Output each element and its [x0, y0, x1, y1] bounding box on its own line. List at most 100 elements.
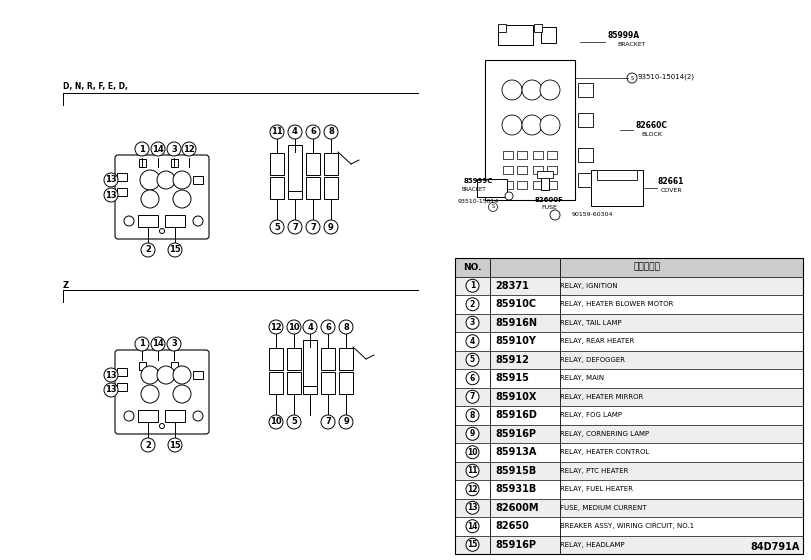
- Text: 7: 7: [292, 222, 298, 231]
- Bar: [288, 145, 302, 191]
- Circle shape: [173, 171, 191, 189]
- Text: 82661: 82661: [658, 177, 684, 186]
- Circle shape: [466, 279, 479, 292]
- Text: COVER: COVER: [661, 188, 683, 193]
- Text: 85912: 85912: [495, 354, 529, 365]
- Text: 13: 13: [105, 371, 117, 380]
- Circle shape: [182, 142, 196, 156]
- Circle shape: [466, 409, 479, 422]
- Bar: [577, 83, 593, 97]
- Text: 93510-15014: 93510-15014: [458, 199, 500, 204]
- Circle shape: [104, 188, 118, 202]
- Text: Z: Z: [63, 281, 69, 290]
- Circle shape: [269, 320, 283, 334]
- Circle shape: [124, 411, 134, 421]
- Bar: [117, 368, 127, 376]
- FancyBboxPatch shape: [115, 155, 209, 239]
- Bar: [517, 151, 527, 159]
- Text: RELAY, HEATER MIRROR: RELAY, HEATER MIRROR: [560, 394, 643, 400]
- Bar: [597, 170, 637, 180]
- Bar: [533, 151, 543, 159]
- Circle shape: [167, 337, 181, 351]
- Text: 85931B: 85931B: [495, 484, 536, 494]
- Text: 85916P: 85916P: [495, 429, 536, 438]
- Bar: [193, 176, 203, 184]
- Bar: [455, 406, 803, 424]
- Circle shape: [466, 353, 479, 366]
- Circle shape: [193, 216, 203, 226]
- Circle shape: [270, 220, 284, 234]
- Bar: [455, 277, 803, 295]
- Text: 85916N: 85916N: [495, 318, 537, 328]
- Text: 9: 9: [470, 430, 475, 438]
- Circle shape: [627, 73, 637, 83]
- Text: 15: 15: [467, 540, 478, 549]
- Text: 82600M: 82600M: [495, 503, 539, 513]
- Circle shape: [466, 464, 479, 477]
- Circle shape: [168, 438, 182, 452]
- Circle shape: [466, 483, 479, 496]
- Circle shape: [321, 320, 335, 334]
- Text: 2: 2: [470, 300, 475, 309]
- Circle shape: [502, 80, 522, 100]
- Bar: [306, 153, 320, 175]
- Text: 14: 14: [152, 144, 164, 153]
- Circle shape: [287, 320, 301, 334]
- Bar: [269, 372, 283, 394]
- Bar: [537, 170, 553, 178]
- Text: 8: 8: [328, 128, 334, 137]
- Text: RELAY, CORNERING LAMP: RELAY, CORNERING LAMP: [560, 431, 649, 437]
- Bar: [324, 177, 338, 199]
- Circle shape: [141, 438, 155, 452]
- Text: 10: 10: [288, 323, 300, 332]
- Text: 7: 7: [325, 418, 331, 427]
- Text: 13: 13: [105, 190, 117, 199]
- Text: BREAKER ASSY, WIRING CIRCUIT, NO.1: BREAKER ASSY, WIRING CIRCUIT, NO.1: [560, 523, 694, 529]
- Text: BRACKET: BRACKET: [617, 42, 646, 47]
- Text: 5: 5: [274, 222, 280, 231]
- Bar: [139, 362, 145, 370]
- Circle shape: [269, 415, 283, 429]
- Circle shape: [502, 115, 522, 135]
- Text: RELAY, PTC HEATER: RELAY, PTC HEATER: [560, 468, 629, 474]
- Bar: [503, 181, 513, 189]
- Bar: [117, 173, 127, 181]
- Text: 85915B: 85915B: [495, 466, 536, 476]
- Text: 7: 7: [310, 222, 315, 231]
- Bar: [270, 153, 284, 175]
- Bar: [547, 166, 557, 174]
- Text: RELAY, HEATER CONTROL: RELAY, HEATER CONTROL: [560, 449, 650, 455]
- Text: BLOCK: BLOCK: [641, 132, 662, 137]
- Circle shape: [168, 243, 182, 257]
- Circle shape: [141, 190, 159, 208]
- Circle shape: [505, 192, 513, 200]
- Circle shape: [466, 520, 479, 533]
- Text: 85915: 85915: [495, 374, 529, 383]
- Circle shape: [288, 220, 302, 234]
- Text: 4: 4: [292, 128, 298, 137]
- Text: 14: 14: [152, 339, 164, 348]
- Text: 85999A: 85999A: [607, 31, 639, 40]
- Text: 82650: 82650: [495, 521, 529, 531]
- Text: 5: 5: [291, 418, 297, 427]
- Bar: [138, 410, 158, 422]
- Circle shape: [540, 115, 560, 135]
- Bar: [455, 258, 803, 277]
- Text: 6: 6: [470, 374, 475, 382]
- Circle shape: [466, 316, 479, 329]
- Bar: [455, 388, 803, 406]
- Circle shape: [540, 80, 560, 100]
- Text: 7: 7: [470, 392, 475, 402]
- Circle shape: [324, 125, 338, 139]
- Text: 11: 11: [467, 466, 478, 475]
- Circle shape: [141, 385, 159, 403]
- Text: 1: 1: [470, 281, 475, 290]
- Bar: [455, 332, 803, 351]
- FancyBboxPatch shape: [115, 350, 209, 434]
- Text: RELAY, IGNITION: RELAY, IGNITION: [560, 283, 618, 289]
- Bar: [517, 166, 527, 174]
- Text: 12: 12: [270, 323, 282, 332]
- Text: 85910Y: 85910Y: [495, 336, 536, 346]
- Circle shape: [324, 220, 338, 234]
- Bar: [170, 362, 178, 370]
